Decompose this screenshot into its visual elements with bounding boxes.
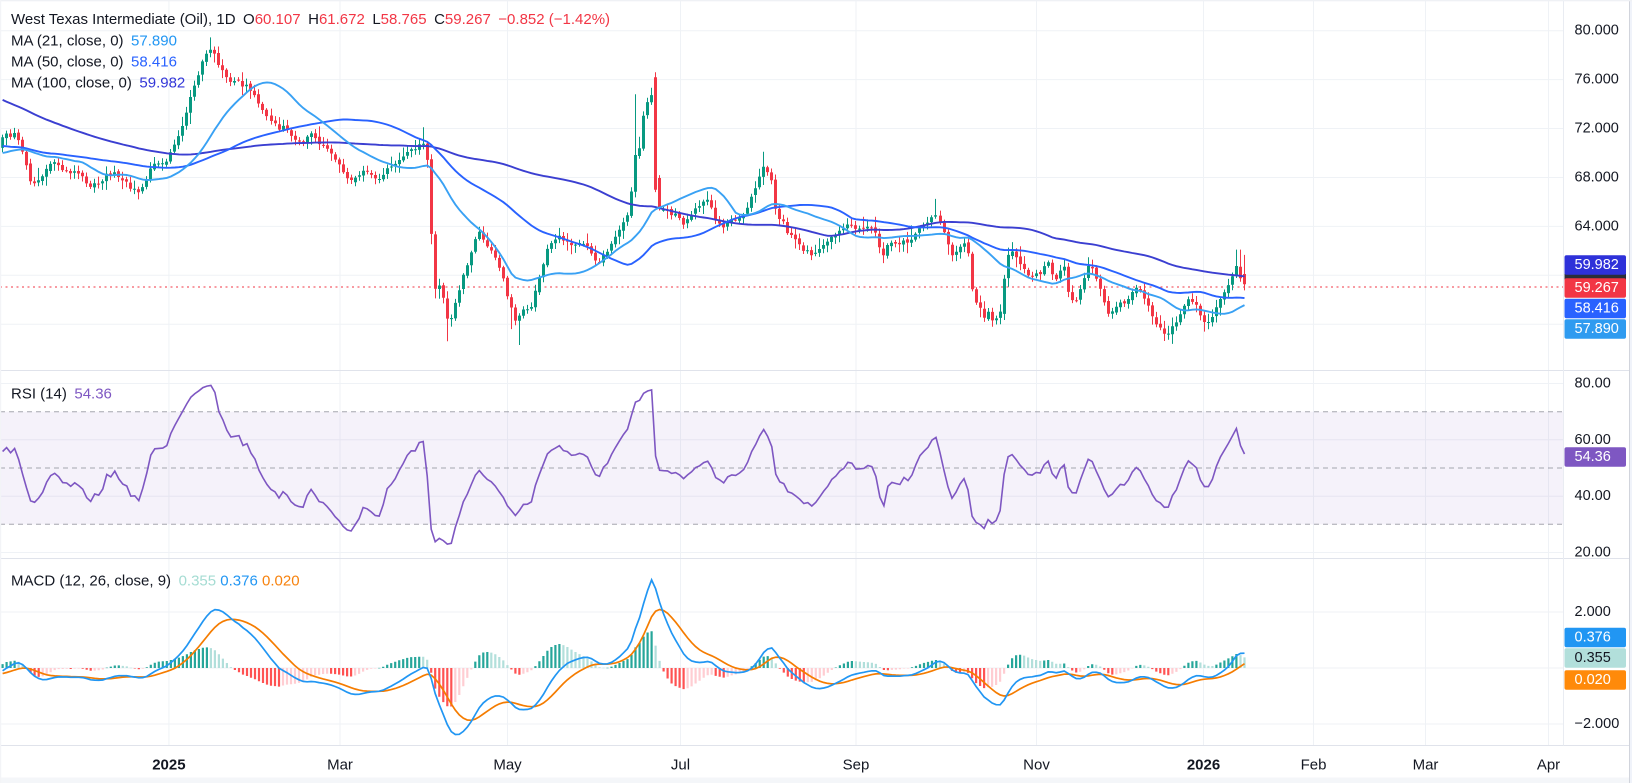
svg-text:MA (50, close, 0) 58.416: MA (50, close, 0) 58.416 xyxy=(11,53,177,70)
svg-text:May: May xyxy=(493,757,522,774)
svg-text:0.020: 0.020 xyxy=(1575,672,1611,688)
svg-text:MA (100, close, 0) 59.982: MA (100, close, 0) 59.982 xyxy=(11,74,185,91)
svg-text:West Texas Intermediate (Oil),: West Texas Intermediate (Oil), 1D O60.10… xyxy=(11,11,610,28)
svg-text:68.000: 68.000 xyxy=(1575,170,1619,186)
svg-text:Sep: Sep xyxy=(843,757,870,774)
svg-text:RSI (14) 54.36: RSI (14) 54.36 xyxy=(11,385,112,402)
svg-text:80.00: 80.00 xyxy=(1575,376,1611,392)
svg-text:20.00: 20.00 xyxy=(1575,545,1611,561)
svg-text:40.00: 40.00 xyxy=(1575,488,1611,504)
svg-text:Mar: Mar xyxy=(327,757,353,774)
svg-text:58.416: 58.416 xyxy=(1575,301,1619,317)
svg-text:−2.000: −2.000 xyxy=(1575,716,1620,732)
svg-text:Nov: Nov xyxy=(1023,757,1050,774)
svg-text:Mar: Mar xyxy=(1413,757,1439,774)
svg-text:59.982: 59.982 xyxy=(1575,257,1619,273)
svg-text:2025: 2025 xyxy=(152,757,185,774)
svg-text:0.376: 0.376 xyxy=(1575,630,1611,646)
svg-text:2.000: 2.000 xyxy=(1575,604,1611,620)
svg-text:MA (21, close, 0) 57.890: MA (21, close, 0) 57.890 xyxy=(11,32,177,49)
svg-text:72.000: 72.000 xyxy=(1575,121,1619,137)
svg-text:59.267: 59.267 xyxy=(1575,280,1619,296)
svg-text:Feb: Feb xyxy=(1301,757,1327,774)
svg-text:57.890: 57.890 xyxy=(1575,321,1619,337)
svg-text:54.36: 54.36 xyxy=(1575,449,1611,465)
svg-text:Apr: Apr xyxy=(1537,757,1560,774)
svg-text:Jul: Jul xyxy=(671,757,690,774)
svg-text:60.00: 60.00 xyxy=(1575,432,1611,448)
svg-text:2026: 2026 xyxy=(1187,757,1220,774)
svg-text:0.355: 0.355 xyxy=(1575,650,1611,666)
svg-text:MACD (12, 26, close, 9) 0.355: MACD (12, 26, close, 9) 0.355 0.376 0.02… xyxy=(11,572,300,589)
svg-text:64.000: 64.000 xyxy=(1575,218,1619,234)
svg-text:80.000: 80.000 xyxy=(1575,23,1619,39)
svg-text:76.000: 76.000 xyxy=(1575,72,1619,88)
